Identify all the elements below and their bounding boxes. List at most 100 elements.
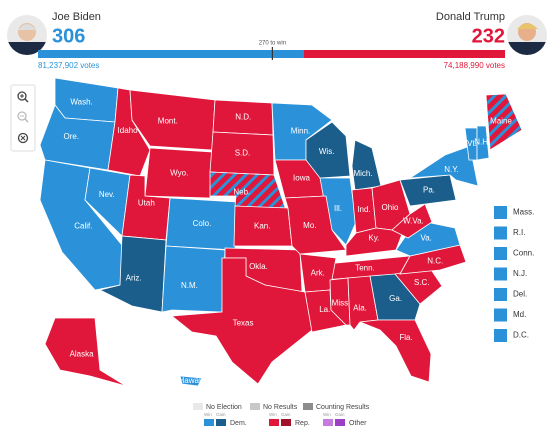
legend-label: Other — [349, 420, 367, 427]
small-state-label: Mass. — [513, 208, 534, 217]
popular-votes: 74,188,990 votes — [444, 61, 505, 70]
electoral-votes: 232 — [472, 25, 505, 47]
legend-label: No Election — [206, 404, 242, 411]
state[interactable] — [129, 89, 216, 151]
state-label: N.Y. — [444, 165, 459, 174]
small-state[interactable] — [494, 308, 507, 322]
state[interactable] — [476, 125, 490, 161]
small-state-label: Del. — [513, 290, 527, 299]
small-state[interactable] — [494, 288, 507, 301]
state-label: Wyo. — [170, 169, 188, 178]
state-label: N.M. — [181, 281, 198, 290]
state-label: Hawaii — [178, 376, 202, 385]
state-label: Utah — [138, 199, 155, 208]
state-label: S.C. — [414, 278, 430, 287]
candidate-name: Donald Trump — [436, 11, 505, 23]
state[interactable] — [369, 273, 421, 321]
state-label: Alaska — [70, 350, 95, 359]
state-label: Ore. — [64, 132, 80, 141]
legend-label: No Results — [263, 404, 298, 411]
state-label: Ala. — [353, 304, 367, 313]
state[interactable] — [329, 277, 351, 326]
state[interactable] — [408, 145, 479, 187]
small-state[interactable] — [494, 206, 507, 219]
small-state-label: D.C. — [513, 331, 529, 340]
state[interactable] — [144, 147, 213, 199]
legend-swatch — [216, 419, 226, 426]
state[interactable] — [391, 203, 433, 239]
legend-sublabel: Win — [269, 412, 277, 417]
us-map: Wash. Ore. Calif. Nev. Idaho Mont. Wyo. Utah Ari… — [39, 77, 534, 387]
zoom-reset[interactable] — [17, 132, 29, 144]
electoral-votes: 306 — [52, 25, 85, 47]
avatar-trump — [507, 15, 547, 55]
state-label: Mont. — [158, 116, 178, 125]
state[interactable] — [485, 93, 523, 151]
state-label: Mo. — [303, 221, 316, 230]
legend-label: Rep. — [295, 420, 310, 427]
legend-swatch — [303, 403, 313, 410]
legend-swatch — [323, 419, 333, 426]
state-label: S.D. — [235, 149, 251, 158]
legend-swatch — [250, 403, 260, 410]
state-label: Ill. — [334, 204, 342, 213]
legend-sublabel: Gain — [335, 412, 345, 417]
state-label: Ga. — [389, 294, 402, 303]
state-label: Kan. — [254, 222, 270, 231]
state-label: Ariz. — [126, 273, 142, 282]
state[interactable] — [98, 235, 167, 313]
legend-sublabel: Win — [323, 412, 331, 417]
state-label: Idaho — [118, 126, 139, 135]
legend-sublabel: Gain — [216, 412, 226, 417]
state-label: Neb. — [233, 188, 250, 197]
state[interactable] — [399, 174, 457, 207]
state[interactable] — [161, 245, 226, 313]
state-label: Maine — [490, 116, 512, 125]
zoom-out[interactable] — [17, 111, 29, 123]
candidate-name: Joe Biden — [52, 11, 101, 23]
legend-swatch — [269, 419, 279, 426]
state[interactable] — [305, 121, 351, 179]
state[interactable] — [399, 244, 467, 275]
small-state-label: R.I. — [513, 228, 525, 237]
small-state[interactable] — [494, 247, 507, 260]
state[interactable] — [179, 375, 203, 387]
state[interactable] — [359, 319, 432, 383]
legend-sublabel: Win — [204, 412, 212, 417]
small-state-label: Md. — [513, 310, 526, 319]
state[interactable] — [284, 195, 347, 255]
state-label: N.H. — [474, 138, 490, 147]
state-label: Pa. — [423, 185, 435, 194]
state[interactable] — [351, 139, 382, 191]
small-state[interactable] — [494, 267, 507, 281]
state-label: W.Va. — [403, 217, 424, 226]
legend-label: Dem. — [230, 420, 247, 427]
state-label: Ky. — [368, 233, 379, 242]
state-label: Iowa — [293, 174, 310, 183]
legend-swatch — [193, 403, 203, 410]
state-label: Texas — [233, 319, 254, 328]
legend-sublabel: Gain — [281, 412, 291, 417]
state-label: Vt. — [467, 139, 477, 148]
state-label: Wis. — [319, 147, 335, 156]
state-label: Mich. — [353, 169, 372, 178]
state-label: Wash. — [70, 97, 92, 106]
zoom-in[interactable] — [17, 91, 29, 103]
small-state[interactable] — [494, 329, 507, 342]
state[interactable] — [170, 257, 313, 385]
avatar-biden — [7, 15, 47, 55]
state[interactable] — [44, 317, 127, 387]
state-label: Tenn. — [355, 264, 375, 273]
zoom-controls — [10, 84, 36, 152]
threshold-label: 270 to win — [259, 41, 286, 47]
state-label: Okla. — [249, 262, 268, 271]
legend-label: Counting Results — [316, 404, 370, 411]
state-label: Miss. — [332, 299, 351, 308]
state-label: Colo. — [193, 219, 212, 228]
state-label: La. — [319, 305, 330, 314]
legend-swatch — [335, 419, 345, 426]
state-label: N.C. — [427, 257, 443, 266]
legend-swatch — [204, 419, 214, 426]
small-state[interactable] — [494, 226, 507, 240]
